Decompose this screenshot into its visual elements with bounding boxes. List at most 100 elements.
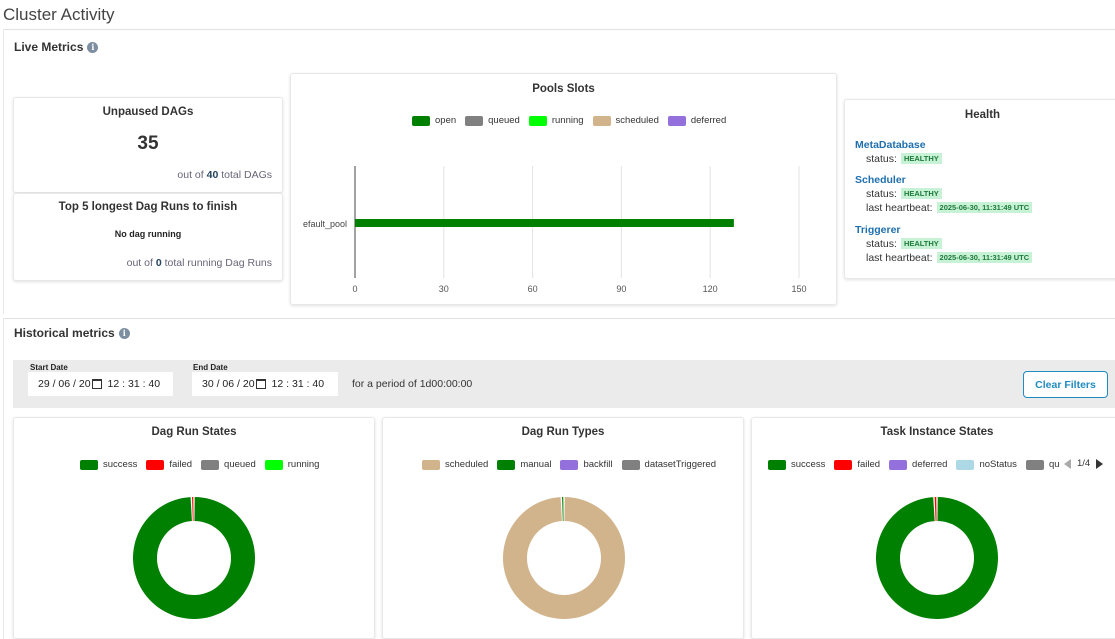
legend-item-queued[interactable]: queued <box>465 115 520 126</box>
chevron-left-icon[interactable] <box>1064 458 1071 469</box>
legend-swatch <box>560 459 579 470</box>
legend-label: running <box>551 115 584 126</box>
running-dag-runs-total: out of 0 total running Dag Runs <box>127 257 272 269</box>
slice-manual[interactable] <box>562 497 564 522</box>
legend-item-scheduled[interactable]: scheduled <box>592 115 659 126</box>
legend-swatch <box>1025 459 1044 470</box>
legend-item-backfill[interactable]: backfill <box>560 459 613 470</box>
legend-label: failed <box>857 459 881 470</box>
end-date-value: 30 / 06 / 20 <box>202 378 255 390</box>
status-label: status: <box>866 238 897 250</box>
slice-failed[interactable] <box>192 497 194 522</box>
end-date-input[interactable]: 30 / 06 / 20 12 : 31 : 40 <box>192 372 338 396</box>
calendar-icon[interactable] <box>255 379 266 389</box>
metadatabase-name: MetaDatabase <box>855 139 926 151</box>
x-tick-label: 30 <box>439 284 449 294</box>
x-tick-label: 150 <box>791 284 806 294</box>
status-label: status: <box>866 153 897 165</box>
no-dag-running-text: No dag running <box>114 229 182 239</box>
legend-item-deferred[interactable]: deferred <box>667 115 726 126</box>
legend-label: success <box>103 459 138 470</box>
dag-run-states-legend: success failed queued running <box>80 459 328 470</box>
metadatabase-status-row: status: HEALTHY <box>855 153 942 165</box>
dag-run-types-title: Dag Run Types <box>521 426 605 438</box>
dag-run-types-card: Dag Run Types scheduled manual backfill dat… <box>382 417 744 639</box>
status-badge: HEALTHY <box>900 238 942 249</box>
x-tick-label: 60 <box>528 284 538 294</box>
health-title: Health <box>964 109 1001 121</box>
status-badge: HEALTHY <box>900 188 942 199</box>
slice-scheduled[interactable] <box>502 497 625 619</box>
slice-failed[interactable] <box>934 497 937 522</box>
total-dags-count: 40 <box>206 169 219 181</box>
scheduler-status-row: status: HEALTHY <box>855 188 1032 200</box>
triggerer-name: Triggerer <box>855 224 901 236</box>
triggerer-heartbeat-row: last heartbeat: 2025-06-30, 11:31:49 UTC <box>855 252 1033 264</box>
legend-item-noStatus[interactable]: noStatus <box>956 459 1017 470</box>
legend-item-failed[interactable]: failed <box>146 459 192 470</box>
bar-open[interactable] <box>355 219 734 227</box>
dag-run-states-chart <box>132 497 255 619</box>
start-date-value: 29 / 06 / 20 <box>38 378 91 390</box>
heartbeat-label: last heartbeat: <box>866 252 933 264</box>
slice-success[interactable] <box>132 497 255 619</box>
scheduler-name: Scheduler <box>855 174 906 186</box>
legend-item-datasetTriggered[interactable]: datasetTriggered <box>621 459 716 470</box>
scheduler-heartbeat-row: last heartbeat: 2025-06-30, 11:31:49 UTC <box>855 202 1033 214</box>
clear-filters-button[interactable]: Clear Filters <box>1023 371 1108 398</box>
legend-page-indicator: 1/4 <box>1077 458 1091 469</box>
info-icon[interactable]: i <box>118 328 130 339</box>
slice-success[interactable] <box>875 497 998 619</box>
start-date-label: Start Date <box>30 363 68 372</box>
category-label: efault_pool <box>303 219 347 229</box>
health-card: Health MetaDatabase status: HEALTHY Sched… <box>844 99 1115 279</box>
legend-swatch <box>497 459 516 470</box>
page-title: Cluster Activity <box>3 5 115 24</box>
period-text: for a period of 1d00:00:00 <box>352 378 473 390</box>
x-tick-label: 120 <box>703 284 718 294</box>
legend-swatch <box>889 459 908 470</box>
dag-run-states-card: Dag Run States success failed queued runnin… <box>13 417 375 639</box>
legend-item-manual[interactable]: manual <box>497 459 551 470</box>
legend-swatch <box>956 459 975 470</box>
info-icon[interactable]: i <box>87 42 99 53</box>
calendar-icon[interactable] <box>91 379 102 389</box>
status-badge: HEALTHY <box>900 153 942 164</box>
legend-item-queue[interactable]: queue <box>1025 459 1060 470</box>
legend-swatch <box>80 459 98 470</box>
triggerer-status-row: status: HEALTHY <box>855 238 1032 250</box>
health-metadatabase: MetaDatabase status: HEALTHY <box>855 139 942 165</box>
historical-metrics-label: Historical metrics <box>14 326 115 340</box>
x-tick-label: 0 <box>352 284 357 294</box>
legend-label: deferred <box>912 459 948 470</box>
heartbeat-label: last heartbeat: <box>866 202 933 214</box>
end-time-value: 12 : 31 : 40 <box>271 378 325 390</box>
unpaused-dags-title: Unpaused DAGs <box>102 106 194 118</box>
chevron-right-icon[interactable] <box>1096 458 1104 469</box>
legend-item-deferred[interactable]: deferred <box>889 459 947 470</box>
legend-pager: 1/4 <box>1064 458 1104 469</box>
task-instance-states-card: Task Instance States success failed deferr… <box>751 417 1115 639</box>
legend-item-open[interactable]: open <box>412 115 456 126</box>
unpaused-prefix: out of <box>177 169 204 181</box>
legend-item-success[interactable]: success <box>768 459 825 470</box>
start-date-input[interactable]: 29 / 06 / 20 12 : 31 : 40 <box>28 372 173 396</box>
dag-run-states-title: Dag Run States <box>151 426 237 438</box>
task-instance-states-legend: success failed deferred noStatus queue <box>768 459 1060 470</box>
legend-label: manual <box>520 459 552 470</box>
pools-slots-chart: 0 30 60 90 120 150 efault_pool <box>303 166 807 294</box>
legend-item-failed[interactable]: failed <box>834 459 880 470</box>
longest-dag-runs-title: Top 5 longest Dag Runs to finish <box>58 201 238 213</box>
legend-item-running[interactable]: running <box>264 459 319 470</box>
legend-item-queued[interactable]: queued <box>201 459 256 470</box>
legend-item-success[interactable]: success <box>80 459 137 470</box>
legend-swatch <box>768 459 786 470</box>
task-instance-states-title: Task Instance States <box>880 426 994 438</box>
legend-swatch <box>834 459 853 470</box>
running-prefix: out of <box>126 257 153 269</box>
legend-item-scheduled[interactable]: scheduled <box>422 459 488 470</box>
legend-swatch <box>422 459 440 470</box>
heartbeat-badge: 2025-06-30, 11:31:49 UTC <box>936 202 1033 213</box>
legend-item-running[interactable]: running <box>528 115 584 126</box>
task-instance-legend-viewport: success failed deferred noStatus queue <box>768 459 1060 470</box>
